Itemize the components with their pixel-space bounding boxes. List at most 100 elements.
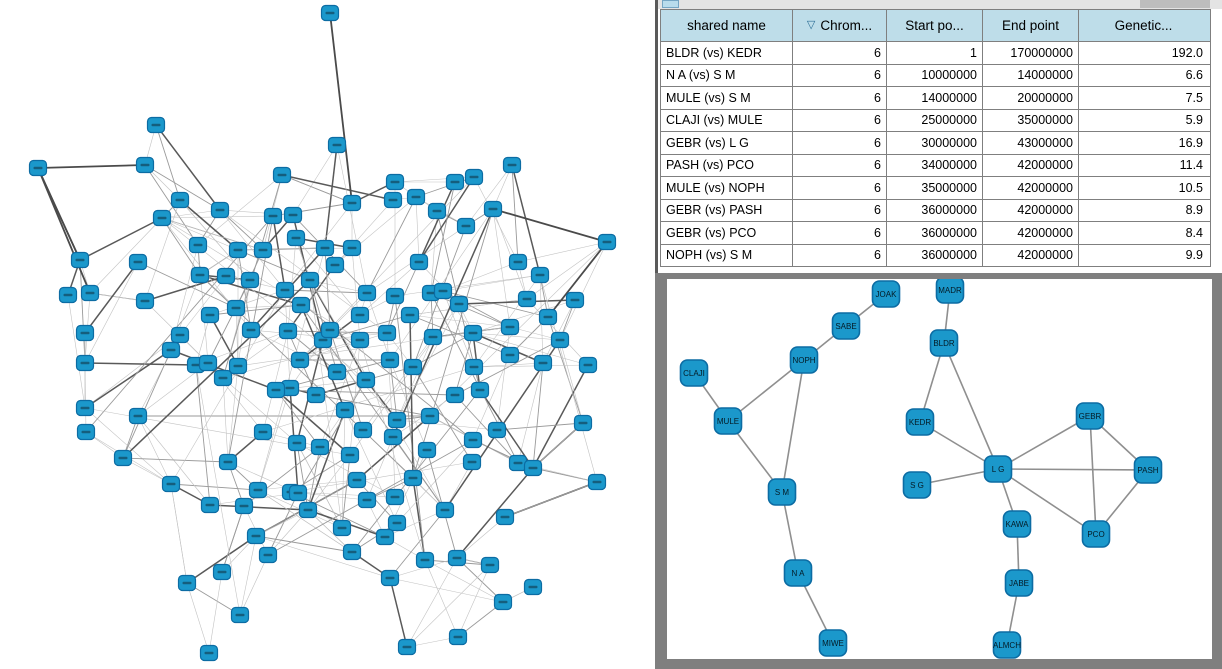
- cell-value[interactable]: 35000000: [983, 109, 1079, 131]
- network-edge-LG-GEBR[interactable]: [997, 415, 1091, 470]
- table-row[interactable]: PASH (vs) PCO 6 34000000 42000000 11.4: [660, 154, 1211, 177]
- cell-value[interactable]: 35000000: [887, 177, 983, 199]
- network-node[interactable]: [198, 354, 218, 372]
- network-node[interactable]: [350, 331, 370, 349]
- network-node[interactable]: [417, 441, 437, 459]
- network-node-SABE[interactable]: SABE: [831, 312, 861, 340]
- table-row[interactable]: BLDR (vs) KEDR 6 1 170000000 192.0: [660, 42, 1211, 65]
- cell-value[interactable]: 9.9: [1185, 248, 1203, 263]
- network-node[interactable]: [342, 239, 362, 257]
- network-node[interactable]: [135, 292, 155, 310]
- cell-shared-name[interactable]: PASH (vs) PCO: [661, 154, 793, 176]
- network-node[interactable]: [320, 4, 340, 22]
- cell-value[interactable]: 36000000: [887, 199, 983, 221]
- network-node[interactable]: [347, 471, 367, 489]
- column-header-genetic-[interactable]: Genetic...: [1079, 10, 1208, 41]
- network-node[interactable]: [487, 421, 507, 439]
- cell-value[interactable]: 36000000: [887, 222, 983, 244]
- column-header-shared-name[interactable]: shared name: [661, 10, 793, 41]
- network-node[interactable]: [278, 322, 298, 340]
- network-node-JABE[interactable]: JABE: [1004, 569, 1034, 597]
- table-row[interactable]: N A (vs) S M 6 10000000 14000000 6.6: [660, 64, 1211, 87]
- cell-value[interactable]: 6: [793, 109, 887, 131]
- cell-value[interactable]: 42000000: [983, 177, 1079, 199]
- cell-value[interactable]: 6: [793, 222, 887, 244]
- network-node-MULE[interactable]: MULE: [713, 407, 743, 435]
- node-shape[interactable]: [871, 280, 901, 308]
- cell-value[interactable]: 14000000: [887, 87, 983, 109]
- network-node[interactable]: [578, 356, 598, 374]
- network-node[interactable]: [587, 473, 607, 491]
- network-node[interactable]: [445, 386, 465, 404]
- network-node[interactable]: [400, 306, 420, 324]
- network-edge-BLDR-LG[interactable]: [943, 342, 999, 470]
- network-node[interactable]: [190, 266, 210, 284]
- network-node[interactable]: [462, 453, 482, 471]
- network-edge-LG-PCO[interactable]: [997, 468, 1097, 535]
- network-node[interactable]: [483, 200, 503, 218]
- cell-value[interactable]: 10000000: [887, 64, 983, 86]
- node-shape[interactable]: [679, 359, 709, 387]
- network-node[interactable]: [75, 399, 95, 417]
- network-node[interactable]: [456, 217, 476, 235]
- network-node[interactable]: [383, 191, 403, 209]
- network-node[interactable]: [502, 156, 522, 174]
- network-node[interactable]: [241, 321, 261, 339]
- network-node[interactable]: [380, 569, 400, 587]
- network-node[interactable]: [275, 281, 295, 299]
- cell-value[interactable]: 42000000: [983, 244, 1079, 266]
- network-node[interactable]: [320, 321, 340, 339]
- network-node[interactable]: [310, 438, 330, 456]
- network-node[interactable]: [288, 484, 308, 502]
- network-node[interactable]: [340, 446, 360, 464]
- node-shape[interactable]: [992, 631, 1022, 659]
- cell-value[interactable]: 6: [793, 87, 887, 109]
- network-node[interactable]: [445, 173, 465, 191]
- column-header-chrom-[interactable]: ▽ Chrom...: [793, 10, 887, 41]
- cell-value[interactable]: 6: [793, 199, 887, 221]
- cell-value[interactable]: 10.5: [1178, 180, 1203, 195]
- network-node-JOAK[interactable]: JOAK: [871, 280, 901, 308]
- network-node-KEDR[interactable]: KEDR: [905, 408, 935, 436]
- node-shape[interactable]: [935, 279, 965, 304]
- network-node-PCO[interactable]: PCO: [1081, 520, 1111, 548]
- cell-shared-name[interactable]: NOPH (vs) S M: [661, 244, 793, 266]
- table-row[interactable]: GEBR (vs) PASH 6 36000000 42000000 8.9: [660, 199, 1211, 222]
- network-node[interactable]: [161, 341, 181, 359]
- network-node[interactable]: [228, 357, 248, 375]
- network-node[interactable]: [290, 351, 310, 369]
- node-shape[interactable]: [929, 329, 959, 357]
- network-node[interactable]: [406, 188, 426, 206]
- node-shape[interactable]: [1075, 402, 1105, 430]
- network-node[interactable]: [234, 497, 254, 515]
- network-node[interactable]: [480, 556, 500, 574]
- network-node[interactable]: [464, 358, 484, 376]
- network-node[interactable]: [263, 207, 283, 225]
- network-node[interactable]: [565, 291, 585, 309]
- network-node[interactable]: [448, 628, 468, 646]
- network-node[interactable]: [342, 543, 362, 561]
- column-header-start-po-[interactable]: Start po...: [887, 10, 983, 41]
- network-node[interactable]: [533, 354, 553, 372]
- cell-value[interactable]: 6: [793, 64, 887, 86]
- node-shape[interactable]: [1002, 510, 1032, 538]
- network-node[interactable]: [306, 386, 326, 404]
- filter-icon[interactable]: ▽: [806, 19, 816, 31]
- scrollbar-thumb[interactable]: [662, 0, 679, 8]
- network-node[interactable]: [356, 371, 376, 389]
- cell-value[interactable]: 34000000: [887, 154, 983, 176]
- network-node[interactable]: [287, 434, 307, 452]
- cell-value[interactable]: 5.9: [1185, 113, 1203, 128]
- network-node-SM[interactable]: S M: [767, 478, 797, 506]
- cell-shared-name[interactable]: N A (vs) S M: [661, 64, 793, 86]
- cell-value[interactable]: 6: [793, 42, 887, 64]
- network-node[interactable]: [170, 191, 190, 209]
- network-node[interactable]: [286, 229, 306, 247]
- network-node[interactable]: [246, 527, 266, 545]
- network-node[interactable]: [383, 428, 403, 446]
- network-node[interactable]: [342, 194, 362, 212]
- network-node[interactable]: [500, 346, 520, 364]
- network-node[interactable]: [387, 411, 407, 429]
- node-shape[interactable]: [983, 455, 1013, 483]
- network-node[interactable]: [300, 271, 320, 289]
